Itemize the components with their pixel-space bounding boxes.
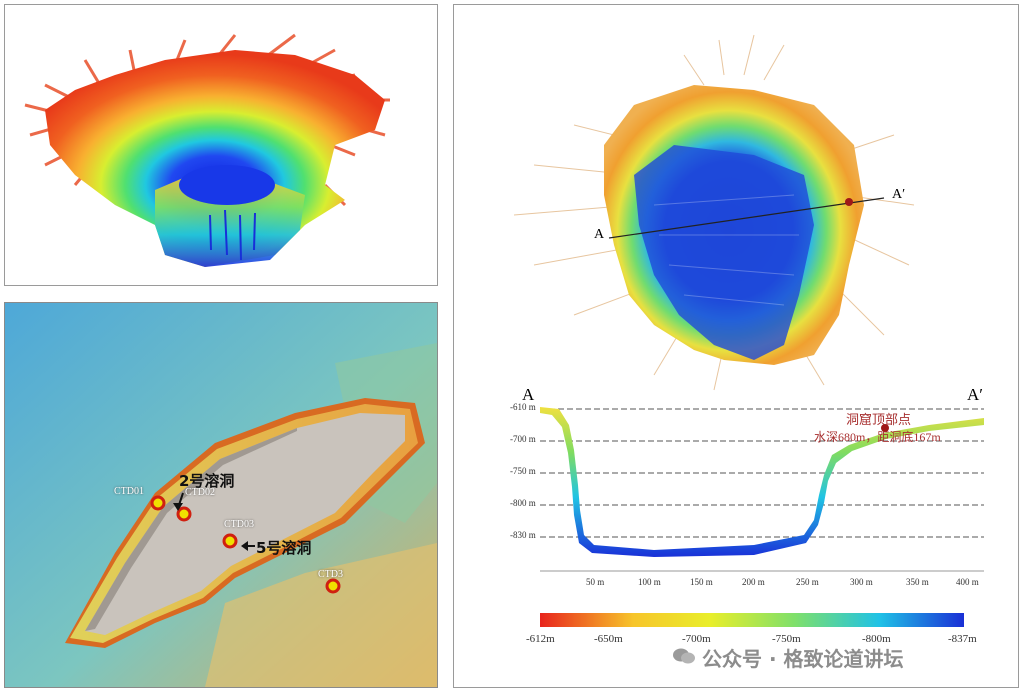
distance-tick: 300 m — [850, 577, 873, 587]
cave-5-label: 5号溶洞 — [256, 537, 311, 558]
watermark-text: 公众号 · 格致论道讲坛 — [702, 643, 904, 672]
distance-tick: 250 m — [796, 577, 819, 587]
station-label-ctd01: CTD01 — [114, 486, 144, 497]
colorbar-tick: -650m — [594, 633, 623, 645]
plan-start-label: A — [594, 227, 604, 243]
cave-top-annotation-detail: 水深680m，距洞底167m — [814, 428, 941, 445]
profile-end-label: A′ — [967, 385, 983, 405]
cave-2-label: 2号溶洞 — [179, 470, 234, 491]
plan-end-label: A′ — [892, 187, 905, 203]
colorbar-tick: -612m — [526, 633, 555, 645]
distance-tick: 350 m — [906, 577, 929, 587]
depth-tick: -830 m — [510, 530, 536, 540]
panel-relief-map: CTD01 CTD02 CTD03 CTD3 2号溶洞 5号溶洞 — [4, 302, 438, 688]
depth-tick: -610 m — [510, 402, 536, 412]
distance-tick: 50 m — [586, 577, 604, 587]
depth-tick: -750 m — [510, 466, 536, 476]
depth-colorbar — [540, 613, 964, 627]
panel-profile: A A′ A A′ 洞窟顶部点 水深680m，距洞底167m -610 m -7… — [453, 4, 1019, 688]
panel-3d-sinkhole — [4, 4, 438, 286]
colorbar-tick: -837m — [948, 633, 977, 645]
cave-top-annotation-title: 洞窟顶部点 — [846, 409, 911, 428]
station-label-ctd03: CTD03 — [224, 519, 254, 530]
distance-tick: 200 m — [742, 577, 765, 587]
wechat-icon — [672, 647, 696, 665]
relief-map — [5, 303, 437, 687]
distance-tick: 400 m — [956, 577, 979, 587]
station-label-ctd3: CTD3 — [318, 569, 343, 580]
depth-tick: -800 m — [510, 498, 536, 508]
distance-tick: 150 m — [690, 577, 713, 587]
plan-and-profile — [454, 5, 1018, 687]
section-point-marker — [845, 198, 853, 206]
depth-tick: -700 m — [510, 434, 536, 444]
sinkhole-3d-render — [5, 5, 437, 285]
distance-tick: 100 m — [638, 577, 661, 587]
